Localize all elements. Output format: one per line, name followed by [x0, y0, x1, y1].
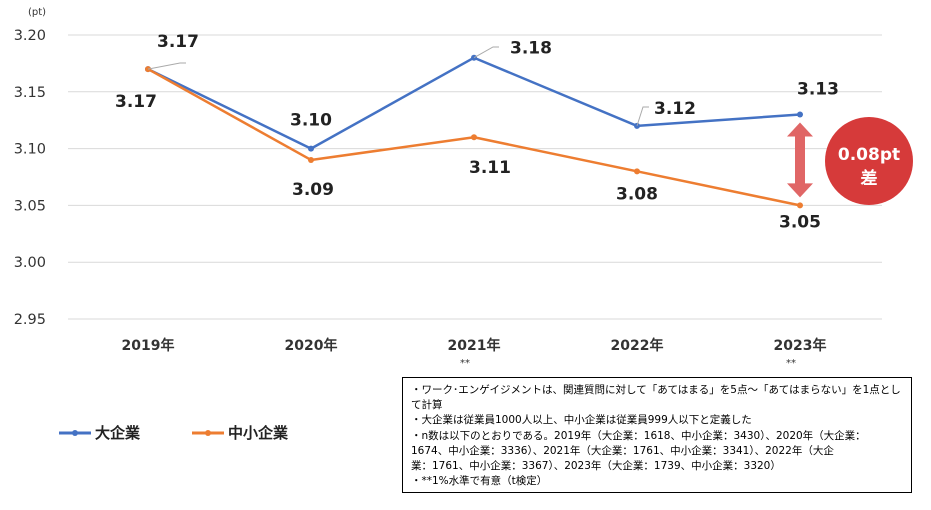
data-label: 3.12 [654, 99, 696, 119]
y-tick-label: 3.15 [14, 85, 46, 101]
data-label: 3.08 [616, 184, 658, 204]
y-axis: 3.20 3.15 3.10 3.05 3.00 2.95 (pt) [14, 7, 46, 328]
x-tick-label: 2020年 [285, 337, 338, 354]
grid-lines [68, 34, 882, 320]
data-point [471, 134, 477, 141]
note-line: 1674、中小企業：3336）、2021年（大企業：1761、中小企業：3341… [411, 444, 834, 457]
y-tick-label: 3.20 [14, 28, 46, 44]
difference-badge-value: 0.08pt [838, 145, 900, 165]
difference-arrow-icon [787, 122, 813, 198]
y-tick-label: 3.00 [14, 255, 46, 271]
leader-line [473, 46, 499, 59]
leader-line [636, 106, 649, 127]
data-label: 3.17 [115, 92, 157, 112]
y-tick-label: 3.10 [14, 142, 46, 158]
legend-label-large: 大企業 [95, 424, 141, 442]
legend-line-blue-icon [59, 429, 91, 436]
legend-label-small: 中小企業 [228, 424, 289, 442]
legend-line-orange-icon [192, 429, 224, 436]
note-line: 業：1761、中小企業：3367）、2023年（大企業：1739、中小企業：33… [411, 460, 781, 473]
x-axis: 2019年 2020年 2021年 ** 2022年 2023年 ** [122, 337, 827, 369]
y-tick-label: 3.05 [14, 198, 46, 214]
data-point [308, 156, 314, 163]
note-line: ・n数は以下のとおりである。2019年（大企業：1618、中小企業：3430）、… [411, 429, 866, 442]
significance-mark: ** [460, 358, 470, 369]
note-line: ・**1%水準で有意（t検定） [411, 475, 548, 488]
x-tick-label: 2021年 [448, 337, 501, 354]
difference-callout: 0.08pt 差 [787, 117, 913, 205]
y-unit-label: (pt) [28, 7, 46, 18]
data-label: 3.09 [292, 180, 334, 200]
data-labels: 3.17 3.10 3.18 3.12 3.13 3.17 3.09 3.11 3.08 3.05 [115, 32, 839, 232]
series-lines [145, 54, 803, 209]
data-point [797, 111, 803, 118]
leader-line [147, 62, 186, 70]
x-tick-label: 2022年 [611, 337, 664, 354]
data-point [308, 145, 314, 152]
difference-badge-label: 差 [861, 168, 878, 189]
data-point [634, 168, 640, 175]
data-label: 3.17 [157, 32, 199, 52]
difference-badge [825, 117, 913, 205]
data-label: 3.18 [510, 39, 552, 59]
y-tick-label: 2.95 [14, 312, 46, 328]
legend-item-small: 中小企業 [190, 422, 288, 443]
data-point [634, 122, 640, 129]
x-tick-label: 2019年 [122, 337, 175, 354]
notes-box: ・ワーク･エンゲイジメントは、関連質問に対して「あてはまる」を5点～「あてはまら… [402, 377, 912, 493]
significance-mark: ** [786, 358, 796, 369]
data-label: 3.05 [779, 212, 821, 232]
x-tick-label: 2023年 [774, 337, 827, 354]
data-point [797, 202, 803, 209]
note-line: ・大企業は従業員1000人以上、中小企業は従業員999人以下と定義した [411, 414, 752, 427]
data-label: 3.13 [797, 80, 839, 100]
legend-item-large: 大企業 [57, 422, 140, 443]
data-label: 3.11 [469, 158, 511, 178]
data-label: 3.10 [290, 111, 332, 131]
note-line: ・ワーク･エンゲイジメントは、関連質問に対して「あてはまる」を5点～「あてはまら… [411, 384, 901, 412]
